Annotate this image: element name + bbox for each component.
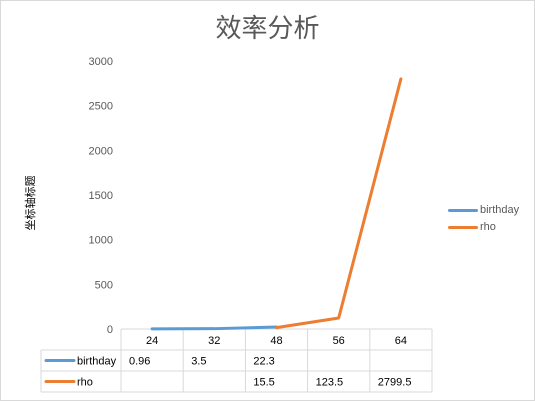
table-value-rho: 15.5	[253, 377, 274, 389]
chart-title: 效率分析	[215, 14, 320, 44]
legend-label-rho: rho	[480, 221, 496, 233]
table-series-name-rho: rho	[77, 377, 93, 389]
y-tick-label: 2500	[89, 101, 113, 113]
legend-item-birthday: birthday	[448, 203, 519, 217]
series-line-rho	[275, 77, 403, 330]
x-tick-label: 64	[395, 335, 407, 347]
table-value-birthday: 3.5	[191, 356, 206, 368]
y-tick-label: 1000	[89, 235, 113, 247]
table-value-birthday: 22.3	[253, 356, 274, 368]
legend-item-rho: rho	[448, 220, 496, 234]
legend-swatch-birthday	[448, 208, 478, 212]
table-value-rho: 123.5	[316, 377, 344, 389]
legend-label-birthday: birthday	[480, 204, 520, 216]
y-tick-label: 0	[107, 324, 113, 336]
table-value-birthday: 0.96	[129, 356, 150, 368]
x-tick-label: 32	[208, 335, 220, 347]
x-tick-label: 48	[270, 335, 282, 347]
table-value-rho: 2799.5	[378, 377, 412, 389]
y-tick-label: 3000	[89, 56, 113, 68]
series-line-birthday	[150, 325, 278, 331]
legend-swatch-rho	[448, 225, 478, 229]
x-tick-label: 24	[146, 335, 158, 347]
x-tick-label: 56	[333, 335, 345, 347]
y-tick-label: 500	[95, 279, 113, 291]
table-series-name-birthday: birthday	[77, 356, 117, 368]
y-tick-label: 1500	[89, 190, 113, 202]
y-tick-label: 2000	[89, 145, 113, 157]
